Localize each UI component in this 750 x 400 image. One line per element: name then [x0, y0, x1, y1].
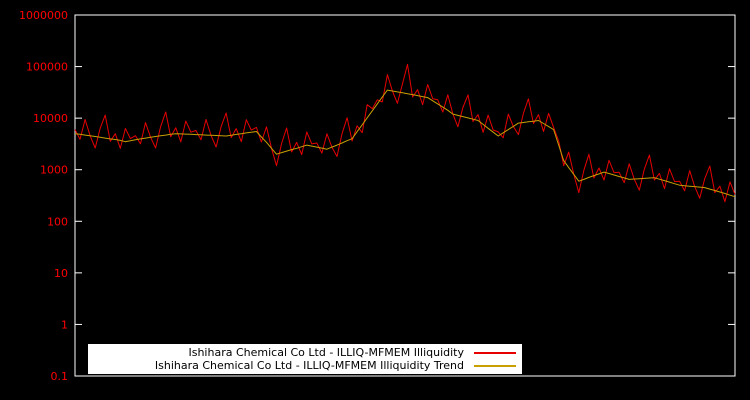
svg-text:0.1: 0.1 — [51, 370, 69, 383]
svg-text:1: 1 — [61, 318, 68, 331]
svg-text:1000: 1000 — [40, 164, 68, 177]
svg-text:1000000: 1000000 — [19, 9, 68, 22]
svg-text:100: 100 — [47, 215, 68, 228]
svg-text:100000: 100000 — [26, 61, 68, 74]
legend-line-sample-illiquidity — [474, 351, 516, 354]
legend-line-sample-trend — [474, 364, 516, 367]
chart-legend: Ishihara Chemical Co Ltd - ILLIQ-MFMEM I… — [88, 344, 522, 374]
svg-text:10000: 10000 — [33, 112, 68, 125]
legend-item-trend: Ishihara Chemical Co Ltd - ILLIQ-MFMEM I… — [94, 359, 516, 372]
svg-text:10: 10 — [54, 267, 68, 280]
legend-label-trend: Ishihara Chemical Co Ltd - ILLIQ-MFMEM I… — [154, 359, 464, 372]
legend-label-illiquidity: Ishihara Chemical Co Ltd - ILLIQ-MFMEM I… — [188, 346, 464, 359]
legend-item-illiquidity: Ishihara Chemical Co Ltd - ILLIQ-MFMEM I… — [94, 346, 516, 359]
